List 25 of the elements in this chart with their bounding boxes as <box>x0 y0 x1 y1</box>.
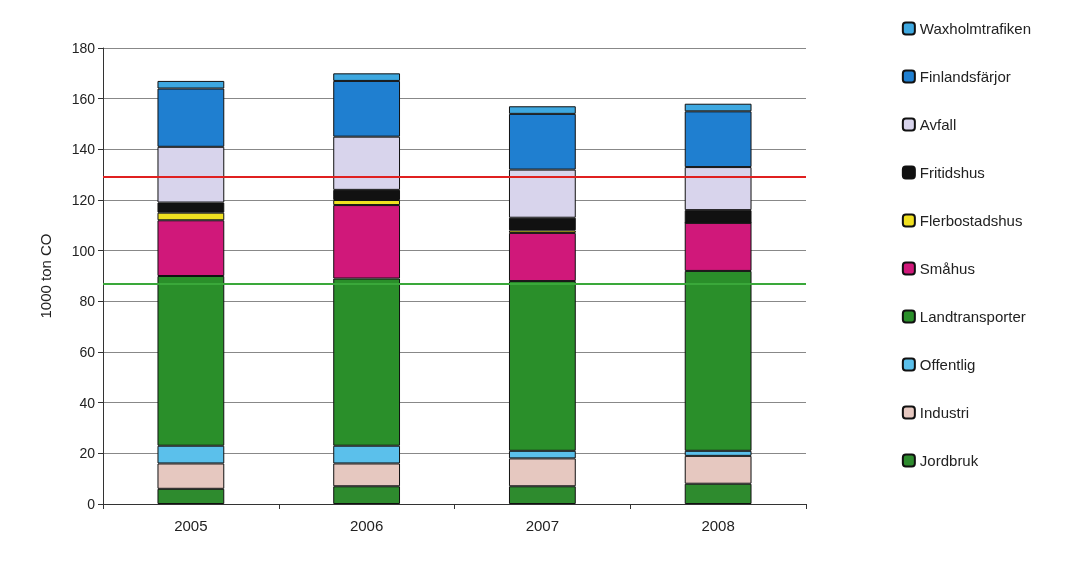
legend-label: Flerbostadshus <box>919 212 1023 229</box>
y-tick-label: 100 <box>71 242 96 259</box>
x-tick-label: 2008 <box>701 517 735 534</box>
y-tick-label: 0 <box>87 496 96 512</box>
legend-label: Waxholmtrafiken <box>919 20 1032 37</box>
legend-label: Fritidshus <box>919 164 985 181</box>
legend-label: Jordbruk <box>919 452 979 469</box>
y-tick-label: 160 <box>71 90 96 107</box>
y-tick-label: 120 <box>71 192 96 208</box>
x-tick-label: 2007 <box>525 517 560 534</box>
y-tick-label: 40 <box>79 394 96 411</box>
legend-label: Avfall <box>919 116 957 133</box>
y-tick-label: 60 <box>79 344 96 360</box>
legend-label: Landtransporter <box>919 308 1026 325</box>
legend-label: Offentlig <box>919 356 976 373</box>
x-tick-label: 2006 <box>349 517 384 534</box>
y-tick-label: 80 <box>79 293 96 310</box>
legend-label: Industri <box>919 404 970 421</box>
y-axis-title: 1000 ton CO <box>37 233 54 319</box>
legend-label: Småhus <box>919 260 975 277</box>
legend-label: Finlandsfärjor <box>919 68 1011 85</box>
y-tick-label: 140 <box>71 141 96 158</box>
y-tick-label: 20 <box>79 445 96 462</box>
y-tick-label: 180 <box>71 40 96 56</box>
x-tick-label: 2005 <box>174 517 208 534</box>
